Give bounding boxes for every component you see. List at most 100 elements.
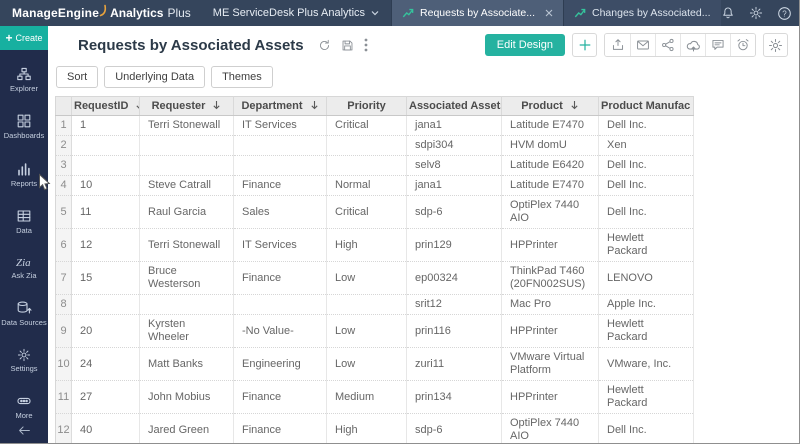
- sidebar-item-reports[interactable]: Reports: [0, 161, 48, 188]
- table-cell: 1: [71, 115, 140, 136]
- report-settings-button[interactable]: [763, 33, 788, 57]
- column-header-department[interactable]: Department: [233, 96, 327, 116]
- column-label: Product: [521, 100, 563, 112]
- table-cell: jana1: [406, 115, 502, 136]
- table-cell: [233, 135, 327, 156]
- topbar: ManageEngine Analytics Plus ME ServiceDesk…: [0, 0, 799, 26]
- table-row: 12 40 Jared Green Finance High sdp-6 OptiPlex …: [55, 413, 694, 443]
- share-button[interactable]: [655, 34, 680, 56]
- collapse-sidebar-button[interactable]: [17, 423, 32, 438]
- table-cell: Mac Pro: [501, 294, 599, 315]
- sidebar-item-label: Settings: [10, 363, 38, 373]
- table-cell: [71, 155, 140, 176]
- bell-icon[interactable]: [721, 6, 735, 20]
- topbar-tab-requests-by-associate[interactable]: Requests by Associate...: [391, 0, 563, 26]
- sort-descending-icon[interactable]: [310, 100, 319, 110]
- edit-design-button[interactable]: Edit Design: [484, 34, 565, 56]
- row-index: 12: [55, 413, 72, 443]
- alarm-button[interactable]: [730, 34, 755, 56]
- sidebar-item-settings[interactable]: Settings: [0, 348, 48, 373]
- kebab-menu-icon[interactable]: [364, 38, 368, 52]
- gear-icon: [768, 38, 783, 53]
- table-row: 3 selv8 Latitude E6420 Dell Inc.: [55, 155, 694, 176]
- column-label: Department: [241, 100, 303, 112]
- table-cell: 12: [71, 228, 140, 262]
- column-header-requester[interactable]: Requester: [139, 96, 234, 116]
- table-cell: [233, 155, 327, 176]
- refresh-icon[interactable]: [318, 39, 331, 52]
- topbar-tab-changes-by-associated[interactable]: Changes by Associated...: [563, 0, 721, 26]
- table-cell: Dell Inc.: [598, 195, 694, 229]
- gear-icon: [17, 348, 31, 362]
- save-icon[interactable]: [341, 39, 354, 52]
- sidebar-item-ask-zia[interactable]: Zia Ask Zia: [0, 255, 48, 280]
- table-cell: [233, 294, 327, 315]
- row-index: 1: [55, 115, 72, 136]
- explorer-icon: [16, 66, 32, 82]
- table-cell: Bruce Westerson: [139, 261, 234, 295]
- table-cell: prin134: [406, 380, 502, 414]
- table-row: 4 10 Steve Catrall Finance Normal jana1 Latitu…: [55, 175, 694, 196]
- table-row: 9 20 Kyrsten Wheeler -No Value- Low prin116 HP…: [55, 314, 694, 348]
- gear-icon[interactable]: [749, 6, 763, 20]
- create-button[interactable]: + Create: [0, 26, 48, 50]
- table-cell: Steve Catrall: [139, 175, 234, 196]
- sidebar-item-dashboards[interactable]: Dashboards: [0, 113, 48, 140]
- row-index: 7: [55, 261, 72, 295]
- table-cell: srit12: [406, 294, 502, 315]
- row-index: 9: [55, 314, 72, 348]
- sidebar-item-explorer[interactable]: Explorer: [0, 66, 48, 93]
- sidebar-item-more[interactable]: More: [0, 393, 48, 420]
- column-header-requestid[interactable]: RequestID: [71, 96, 140, 116]
- themes-button[interactable]: Themes: [211, 66, 273, 88]
- cloud-upload-button[interactable]: [680, 34, 705, 56]
- add-button[interactable]: [572, 33, 597, 57]
- table-cell: OptiPlex 7440 AIO: [501, 413, 599, 443]
- row-index: 11: [55, 380, 72, 414]
- sidebar-item-data-sources[interactable]: Data Sources: [0, 300, 48, 327]
- sidebar-item-label: Ask Zia: [11, 271, 37, 280]
- table-cell: Jared Green: [139, 413, 234, 443]
- help-icon[interactable]: ?: [777, 6, 792, 21]
- mail-button[interactable]: [630, 34, 655, 56]
- comment-icon: [711, 38, 725, 52]
- underlying-data-button[interactable]: Underlying Data: [104, 66, 206, 88]
- sort-descending-icon[interactable]: [570, 100, 579, 110]
- brand-analytics: Analytics: [110, 6, 164, 20]
- table-cell: 20: [71, 314, 140, 348]
- sidebar-item-label: Data Sources: [1, 318, 47, 328]
- data-table: RequestID Requester Department Priority Asso…: [55, 96, 694, 443]
- table-cell: Matt Banks: [139, 347, 234, 381]
- column-label: Associated Assets: [409, 100, 502, 112]
- table-cell: prin129: [406, 228, 502, 262]
- table-cell: HPPrinter: [501, 228, 599, 262]
- brand-manageengine: ManageEngine: [12, 6, 100, 20]
- sidebar-nav: Explorer Dashboards Reports Data Zia Ask Zia D…: [0, 66, 48, 420]
- column-header-product[interactable]: Product: [501, 96, 599, 116]
- table-cell: High: [326, 228, 407, 262]
- table-cell: Finance: [233, 175, 327, 196]
- sidebar-item-data[interactable]: Data: [0, 208, 48, 235]
- column-header-product-manufac[interactable]: Product Manufac: [598, 96, 694, 116]
- table-cell: IT Services: [233, 228, 327, 262]
- sort-descending-icon[interactable]: [135, 100, 139, 110]
- export-button[interactable]: [605, 34, 630, 56]
- workspace-switcher[interactable]: ME ServiceDesk Plus Analytics: [201, 0, 391, 26]
- table-cell: ThinkPad T460 (20FN002SUS): [501, 261, 599, 295]
- mail-icon: [636, 38, 650, 52]
- table-cell: 24: [71, 347, 140, 381]
- plus-icon: +: [5, 31, 13, 45]
- column-header-priority[interactable]: Priority: [326, 96, 407, 116]
- sort-button[interactable]: Sort: [56, 66, 99, 88]
- table-cell: Hewlett Packard: [598, 380, 694, 414]
- column-header-associated-assets[interactable]: Associated Assets: [406, 96, 502, 116]
- table-cell: 11: [71, 195, 140, 229]
- close-icon[interactable]: [545, 9, 553, 17]
- sort-descending-icon[interactable]: [212, 100, 221, 110]
- table-cell: ep00324: [406, 261, 502, 295]
- comment-button[interactable]: [705, 34, 730, 56]
- table-cell: LENOVO: [598, 261, 694, 295]
- chevron-down-icon: [371, 10, 379, 16]
- table-cell: Xen: [598, 135, 694, 156]
- title-icons: [318, 38, 368, 52]
